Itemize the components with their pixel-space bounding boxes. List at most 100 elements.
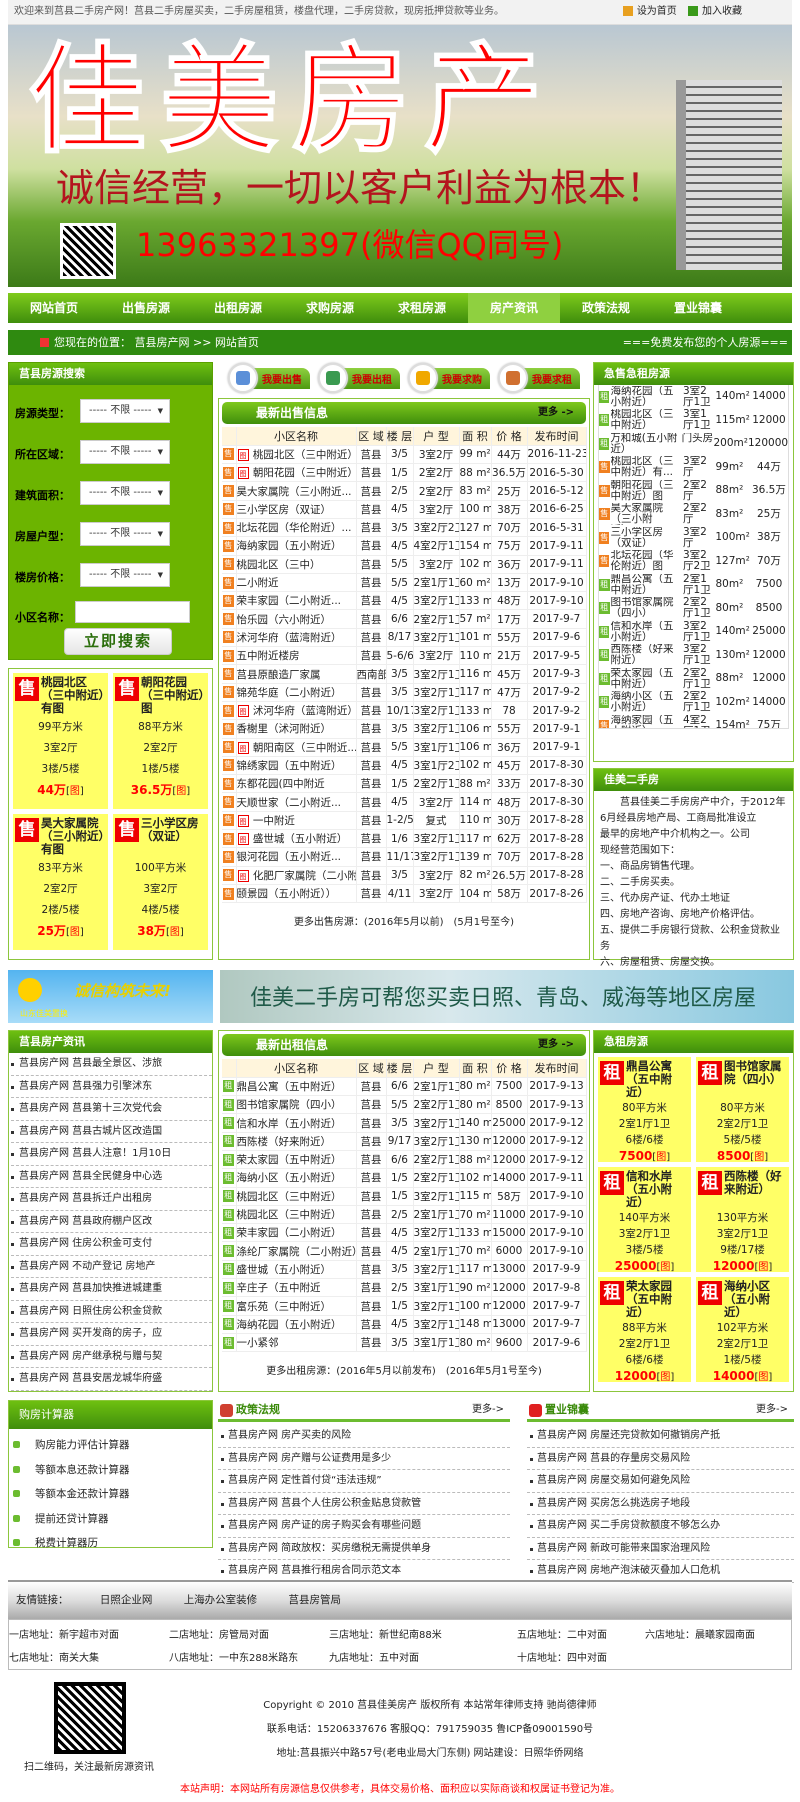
- listing-name-link[interactable]: 辛庄子（五中附近: [236, 1282, 321, 1295]
- rent-card[interactable]: 租图书馆家属院（四小） 80平方米 2室2厅1卫 5楼/5楼 8500[图]: [696, 1057, 789, 1163]
- news-item[interactable]: 莒县房产网 莒县全民健身中心选: [11, 1166, 212, 1188]
- news-item[interactable]: 莒县房产网 莒县第十三次党代会: [11, 1098, 212, 1121]
- urgent-name[interactable]: 桃园北区（三中附近）: [610, 409, 674, 432]
- name-cell[interactable]: 锦绣家园（五中附近）: [236, 756, 357, 776]
- listing-card[interactable]: 售桃园北区（三中附近）有图 99平方米 3室2厅 3楼/5楼 44万[图]: [13, 673, 108, 809]
- listing-name-link[interactable]: 鼎昌公寓（五中附近）: [236, 1080, 342, 1093]
- name-cell[interactable]: 香榭里（沭河附近）: [236, 719, 357, 739]
- name-cell[interactable]: 东都花园(四中附近: [236, 774, 357, 794]
- rent-card[interactable]: 租荣太家园（五中附近） 88平方米 2室2厅1卫 6楼/6楼 12000[图]: [598, 1277, 691, 1383]
- urgent-name[interactable]: 图书馆家属院（四小）: [610, 597, 674, 620]
- name-cell[interactable]: 海纳花园（五小附近）: [236, 1315, 357, 1334]
- name-cell[interactable]: 桃园北区（三中）: [236, 555, 357, 574]
- listing-name-link[interactable]: 桃园北区（三中附近）: [236, 1190, 342, 1203]
- listing-name-link[interactable]: 荣丰家园（二小附近）: [236, 1227, 342, 1240]
- name-cell[interactable]: 海纳家园（五小附近）: [236, 536, 357, 556]
- listing-name[interactable]: 信和水岸（五小附近）: [626, 1169, 672, 1209]
- calculator-link[interactable]: 税费计算器历: [9, 1531, 212, 1556]
- listing-name[interactable]: 三小学区房（双证）: [141, 816, 199, 843]
- tips-item[interactable]: 莒县房产网 新政可能带来国家治理风险: [527, 1538, 794, 1560]
- listing-name[interactable]: 桃园北区（三中附近）有图: [41, 675, 105, 715]
- rent-card[interactable]: 租鼎昌公寓（五中附近） 80平方米 2室1厅1卫 6楼/6楼 7500[图]: [598, 1057, 691, 1163]
- name-cell[interactable]: 颐景园（五小附近））: [236, 884, 357, 904]
- listing-name-link[interactable]: 锦绣家园（五中附近）: [236, 759, 342, 772]
- name-cell[interactable]: 银河花园（五小附近...: [236, 847, 357, 867]
- tips-item[interactable]: 莒县房产网 房屋交易如何避免风险: [527, 1470, 794, 1493]
- policy-item[interactable]: 莒县房产网 莒县个人住房公积金贴息贷款管: [218, 1493, 510, 1515]
- name-cell[interactable]: 图 化肥厂家属院（二小附...: [236, 866, 357, 885]
- sale-more-link[interactable]: 更多 ->: [537, 407, 574, 418]
- picture-link[interactable]: [图]: [754, 1262, 773, 1273]
- urgent-row[interactable]: 租荣太家园（五中附近） 2室2厅1卫 88m² 12000: [599, 667, 788, 691]
- name-cell[interactable]: 荣丰家园（二小附近）: [236, 1223, 357, 1243]
- name-cell[interactable]: 五中附近楼房: [236, 646, 357, 666]
- name-cell[interactable]: 图 盛世城（五小附近）: [236, 829, 357, 849]
- name-cell[interactable]: 图 沭河华府（蓝湾附近）: [236, 701, 357, 721]
- search-field-select[interactable]: ----- 不限 -----: [80, 481, 170, 505]
- listing-card[interactable]: 售昊大家属院（三小附近）有图 83平方米 2室2厅 2楼/5楼 25万[图]: [13, 814, 108, 950]
- listing-name-link[interactable]: 怡乐园（六小附近）: [236, 613, 332, 626]
- calculator-link[interactable]: 等额本金还款计算器: [9, 1482, 212, 1507]
- listing-name-link[interactable]: 荣太家园（五中附近）: [236, 1154, 342, 1167]
- listing-name[interactable]: 鼎昌公寓（五中附近）: [626, 1059, 672, 1099]
- picture-link[interactable]: [图]: [750, 1152, 769, 1163]
- listing-name-link[interactable]: 图书馆家属院（四小）: [236, 1099, 342, 1112]
- calculator-link[interactable]: 提前还贷计算器: [9, 1507, 212, 1532]
- urgent-name[interactable]: 桃园北区（三中附近）有...: [610, 456, 674, 479]
- listing-name[interactable]: 海纳小区（五小附近）: [724, 1279, 770, 1319]
- picture-link[interactable]: [图]: [172, 786, 191, 797]
- table-row[interactable]: 售图 盛世城（五小附近）莒县1/63室2厅1卫117 m²62万2017-8-2…: [222, 829, 587, 849]
- urgent-row[interactable]: 租海纳小区（五小附近） 2室2厅1卫 102m² 14000: [599, 691, 788, 715]
- urgent-name[interactable]: 海纳花园（五小附近）: [610, 385, 674, 408]
- listing-name-link[interactable]: 荣丰家园（二小附近...: [236, 595, 342, 608]
- rent-more-link[interactable]: 更多 ->: [537, 1039, 574, 1050]
- listing-name[interactable]: 西陈楼（好来附近）: [724, 1169, 782, 1196]
- listing-name-link[interactable]: 锦苑华庭（二小附近）: [236, 686, 342, 699]
- urgent-row[interactable]: 租海纳花园（五小附近） 3室2厅1卫 140m² 14000: [599, 385, 788, 409]
- urgent-row[interactable]: 租鼎昌公寓（五中附近） 2室1厅1卫 80m² 7500: [599, 573, 788, 597]
- news-item[interactable]: 莒县房产网 莒县古城片区改造国: [11, 1121, 212, 1143]
- rent-card[interactable]: 租西陈楼（好来附近） 130平方米 3室2厅1卫 9楼/17楼 12000[图]: [696, 1167, 789, 1273]
- name-cell[interactable]: 荣太家园（五中附近）: [236, 1150, 357, 1170]
- slogan-ad-banner[interactable]: 诚信构筑未来! 山东佳美置换: [8, 970, 213, 1023]
- rent-table-footer[interactable]: 更多出租房源：(2016年5月以前发布) (2016年5月1号至今): [266, 1366, 542, 1378]
- listing-name-link[interactable]: 西陈楼（好来附近）: [236, 1135, 332, 1148]
- rent-card[interactable]: 租信和水岸（五小附近） 140平方米 3室2厅1卫 3楼/5楼 25000[图]: [598, 1167, 691, 1273]
- name-cell[interactable]: 鼎昌公寓（五中附近）: [236, 1077, 357, 1097]
- name-cell[interactable]: 二小附近: [236, 573, 357, 593]
- urgent-name[interactable]: 海纳小区（五小附近）: [610, 691, 674, 714]
- name-cell[interactable]: 锦苑华庭（二小附近）: [236, 683, 357, 702]
- search-field-select[interactable]: ----- 不限 -----: [80, 399, 170, 423]
- action-button[interactable]: 我要出租: [318, 362, 400, 394]
- name-cell[interactable]: 西陈楼（好来附近）: [236, 1132, 357, 1151]
- listing-name-link[interactable]: 二小附近: [236, 577, 279, 590]
- news-item[interactable]: 莒县房产网 房产继承税与赠与契: [11, 1346, 212, 1368]
- picture-link[interactable]: [图]: [165, 927, 184, 938]
- sale-table-footer[interactable]: 更多出售房源：(2016年5月以前) (5月1号至今): [293, 917, 515, 929]
- urgent-row[interactable]: 租西陈楼（好来附近） 3室2厅1卫 130m² 12000: [599, 644, 788, 668]
- friend-link[interactable]: 日照企业网: [99, 1594, 153, 1606]
- urgent-name[interactable]: 北坛花园（华伦附近）图: [610, 550, 674, 573]
- listing-name-link[interactable]: 富乐苑（三中附近）: [236, 1300, 332, 1313]
- urgent-name[interactable]: 万和城(五小附近）: [610, 432, 678, 455]
- urgent-name[interactable]: 三小学区房（双证）: [610, 526, 663, 549]
- name-cell[interactable]: 莒县原酿造厂家属: [236, 664, 357, 684]
- news-item[interactable]: 莒县房产网 住房公积金可支付: [11, 1233, 212, 1256]
- listing-name-link[interactable]: 海纳花园（五小附近）: [236, 1318, 342, 1331]
- urgent-scroll-list[interactable]: 租海纳花园（五小附近） 3室2厅1卫 140m² 14000 租桃园北区（三中附近） 3室…: [598, 385, 789, 729]
